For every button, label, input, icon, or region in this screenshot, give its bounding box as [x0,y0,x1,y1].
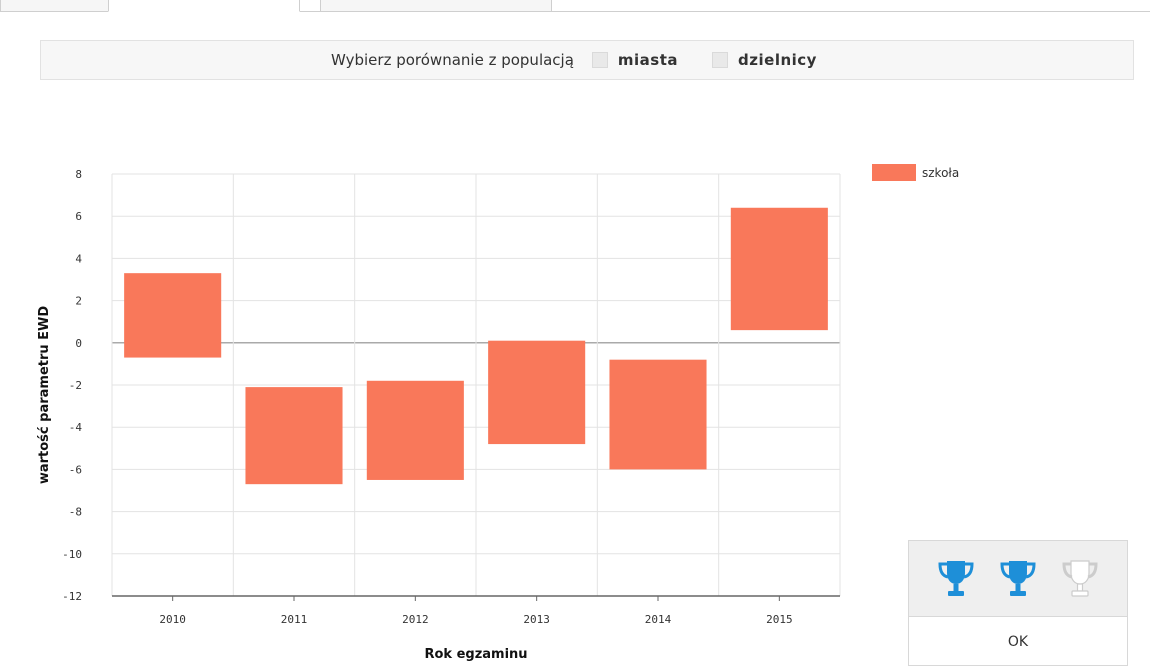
comparison-selector: Wybierz porównanie z populacją miasta dz… [40,40,1134,80]
tab-strip [0,0,1150,12]
y-tick-label: 8 [75,168,82,181]
trophy-icon[interactable] [998,557,1038,601]
x-tick-label: 2012 [402,613,429,626]
x-axis-title: Rok egzaminu [424,647,527,662]
x-tick-label: 2011 [281,613,308,626]
ok-button[interactable]: OK [1007,634,1029,650]
trophy-row [909,541,1127,617]
y-tick-label: -10 [62,548,82,561]
option-miasta-label: miasta [617,51,679,69]
comparison-prompt: Wybierz porównanie z populacją [331,51,574,69]
tab-2[interactable] [108,0,300,12]
bar-2013 [488,340,586,445]
ewd-chart: 8 6 4 2 0 -2 -4 -6 -8 -10 -12 2010 2011 2012 2013 2014 2… [37,164,959,662]
checkbox-miasta[interactable] [591,52,608,68]
option-miasta[interactable]: miasta [591,51,679,69]
tab-1[interactable] [0,0,110,12]
tab-strip-divider [0,11,1150,12]
y-tick-label: -4 [69,421,83,434]
bar-2014 [609,359,707,470]
y-tick-label: 6 [75,210,82,223]
option-dzielnicy-label: dzielnicy [738,51,817,69]
legend-label: szkoła [922,166,959,180]
bar-2010 [124,273,222,358]
y-axis-title: wartość parametru EWD [37,306,52,485]
tab-3[interactable] [320,0,552,12]
x-tick-label: 2015 [766,613,793,626]
checkbox-dzielnicy[interactable] [712,52,729,68]
bar-2015 [730,207,828,331]
y-tick-label: 0 [75,337,82,350]
y-tick-label: -6 [69,463,82,476]
y-tick-label: -8 [69,506,82,519]
legend-swatch [872,164,916,181]
trophy-icon[interactable] [936,557,976,601]
x-tick-label: 2010 [159,613,186,626]
x-tick-label: 2013 [523,613,550,626]
y-tick-label: 2 [75,295,82,308]
option-dzielnicy[interactable]: dzielnicy [712,51,817,69]
x-tick-label: 2014 [645,613,672,626]
y-tick-label: -2 [69,379,82,392]
bar-2012 [366,380,464,480]
trophy-icon[interactable] [1060,557,1100,601]
rating-panel: OK [908,540,1128,666]
y-tick-label: 4 [75,252,82,265]
bar-2011 [245,387,343,485]
y-tick-label: -12 [62,590,82,603]
